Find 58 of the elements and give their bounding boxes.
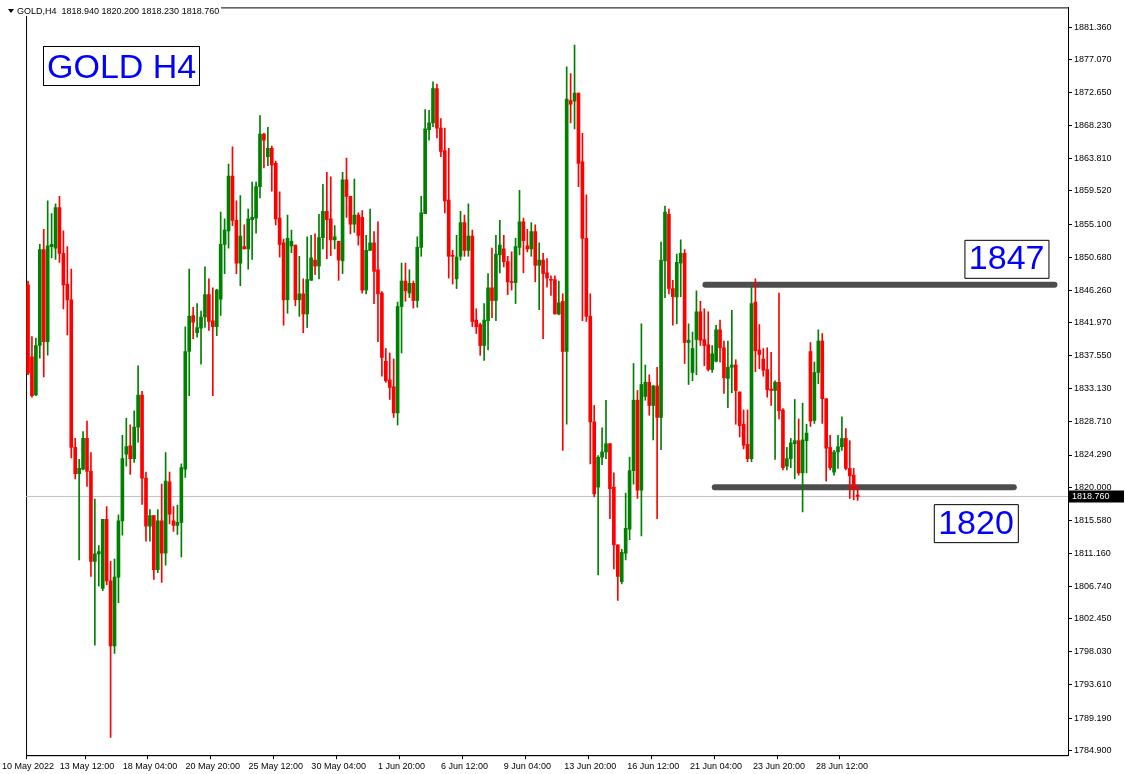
x-tick-label: 21 Jun 04:00 <box>690 761 743 772</box>
y-tick-label: 1859.520 <box>1074 185 1112 196</box>
ref-line-label: 1818.760 <box>1072 490 1110 501</box>
x-tick-label: 10 May 2022 <box>2 761 55 772</box>
y-tick-label: 1881.360 <box>1074 21 1112 32</box>
y-tick-label: 1820.000 <box>1074 481 1112 492</box>
x-tick-label: 13 May 12:00 <box>59 761 115 772</box>
y-tick-label: 1784.900 <box>1074 744 1112 755</box>
y-tick-label: 1798.030 <box>1074 646 1112 657</box>
x-tick-label: 18 May 04:00 <box>122 761 178 772</box>
ref-line-label: 1820 <box>938 502 1014 541</box>
y-tick-label: 1868.230 <box>1074 120 1112 131</box>
candlestick <box>490 247 494 319</box>
candlestick <box>773 380 777 460</box>
y-tick-label: 1811.160 <box>1074 547 1111 558</box>
candlestick <box>266 127 270 166</box>
candlestick <box>332 225 337 250</box>
chart-subtitle: GOLD,H4 1818.940 1820.200 1818.230 1818.760 <box>17 6 220 16</box>
candlestick <box>537 242 541 310</box>
candlestick <box>313 233 317 275</box>
ref-line-label: 1847 <box>968 238 1045 277</box>
y-tick-label: 1872.650 <box>1074 87 1112 98</box>
x-tick-label: 1 Jun 20:00 <box>378 761 426 772</box>
y-tick-label: 1789.190 <box>1074 712 1112 723</box>
x-tick-label: 6 Jun 12:00 <box>440 761 488 772</box>
y-tick-label: 1841.970 <box>1074 317 1112 327</box>
x-tick-label: 20 May 20:00 <box>185 761 241 772</box>
x-tick-label: 23 Jun 20:00 <box>752 761 806 772</box>
x-tick-label: 13 Jun 20:00 <box>564 761 617 772</box>
candlestick <box>262 133 266 169</box>
candlestick <box>769 351 773 406</box>
y-tick-label: 1846.260 <box>1074 284 1112 295</box>
candlestick <box>655 366 659 519</box>
candlestick <box>325 172 329 259</box>
y-tick-label: 1850.680 <box>1074 251 1112 262</box>
x-tick-label: 30 May 04:00 <box>311 761 366 772</box>
candlestick <box>191 306 195 340</box>
text: GOLD H4 <box>43 46 201 86</box>
y-tick-label: 1806.740 <box>1074 581 1112 591</box>
candlestick <box>242 224 247 250</box>
y-tick-label: 1793.610 <box>1074 679 1112 690</box>
y-tick-label: 1837.550 <box>1074 350 1112 361</box>
y-tick-label: 1855.100 <box>1074 218 1112 229</box>
x-tick-label: 16 Jun 12:00 <box>627 761 680 772</box>
x-tick-label: 25 May 12:00 <box>248 761 303 772</box>
y-tick-label: 1828.710 <box>1074 416 1112 427</box>
candlestick <box>541 253 545 340</box>
candlestick <box>297 256 302 317</box>
candlestick <box>93 498 97 646</box>
y-tick-label: 1863.810 <box>1074 153 1112 164</box>
x-tick-label: 28 Jun 12:00 <box>815 761 868 772</box>
y-tick-label: 1877.070 <box>1074 53 1112 64</box>
y-tick-label: 1802.450 <box>1074 613 1112 624</box>
y-tick-label: 1815.580 <box>1074 514 1112 525</box>
y-tick-label: 1824.290 <box>1074 449 1112 460</box>
y-tick-label: 1833.130 <box>1074 383 1112 394</box>
candlestick <box>792 399 797 480</box>
x-tick-label: 9 Jun 04:00 <box>503 761 551 772</box>
